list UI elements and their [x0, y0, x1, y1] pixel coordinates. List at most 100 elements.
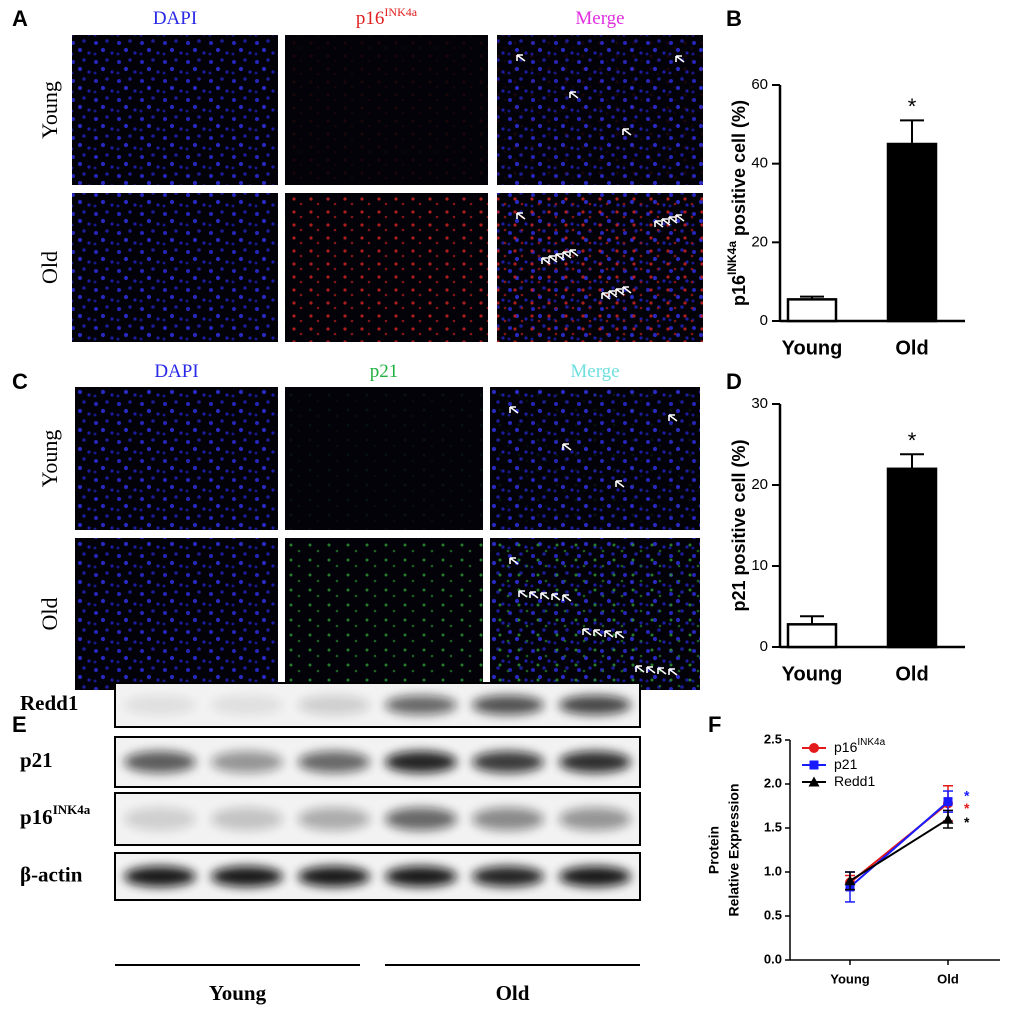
marker-stain — [285, 193, 488, 342]
legend-name: p21 — [834, 756, 858, 772]
significance: * — [964, 814, 970, 830]
y-axis-label-part: positive cell (%) — [729, 100, 749, 241]
y-tick-label: 0 — [760, 638, 768, 655]
column-header: p21 — [370, 361, 399, 382]
text-base: Redd1 — [20, 691, 78, 715]
arrow — [540, 592, 550, 600]
row-label: Old — [37, 598, 62, 631]
panel-letter: C — [12, 369, 28, 394]
blot-label: Redd1 — [20, 691, 78, 715]
y-tick-label: 0 — [760, 312, 768, 329]
x-tick-label: Young — [782, 663, 843, 685]
blot-strip — [114, 852, 641, 901]
text-base: p16 — [20, 805, 53, 829]
blot-band — [385, 751, 457, 773]
significance: * — [908, 428, 917, 453]
blot-band — [298, 807, 370, 831]
column-header: Merge — [570, 361, 619, 382]
y-tick-label: 10 — [751, 557, 768, 574]
data-point — [943, 797, 953, 807]
arrow — [569, 91, 579, 99]
blot-strip — [114, 792, 641, 846]
blot-band — [124, 695, 196, 715]
row-label: Young — [37, 430, 62, 488]
arrow — [509, 557, 519, 565]
y-tick-label: 20 — [751, 233, 768, 250]
arrow — [541, 257, 551, 265]
y-tick-label: 2.5 — [764, 731, 782, 746]
blot-band — [559, 695, 631, 715]
arrow — [518, 590, 528, 598]
arrow — [654, 220, 664, 228]
text-base: p21 — [20, 748, 53, 772]
marker-stain — [285, 387, 483, 530]
y-tick-label: 1.0 — [764, 863, 782, 878]
marker-stain — [285, 538, 483, 690]
arrow — [604, 630, 614, 638]
legend-label: p16INK4a — [834, 737, 886, 755]
arrow — [509, 406, 519, 414]
text-base: Merge — [570, 361, 619, 382]
panel-letter: F — [708, 712, 721, 737]
y-axis-label: p16INK4a positive cell (%) — [725, 100, 749, 306]
row-label: Young — [37, 81, 62, 139]
marker-stain — [490, 387, 700, 530]
arrow — [657, 667, 667, 675]
text-base: DAPI — [154, 361, 198, 382]
y-tick-label: 0.0 — [764, 951, 782, 966]
arrow — [668, 216, 678, 224]
marker-stain — [497, 193, 703, 342]
y-axis-label-part: p16 — [729, 275, 749, 306]
data-point — [942, 813, 954, 824]
blot-label: p16INK4a — [20, 802, 91, 828]
row-label: Old — [37, 251, 62, 284]
marker-stain — [497, 35, 703, 185]
arrow — [668, 668, 678, 676]
blot-band — [211, 751, 283, 773]
blot-band — [211, 807, 283, 831]
x-tick-label: Young — [830, 971, 870, 986]
group-label: Young — [209, 981, 267, 1005]
blot-band — [298, 866, 370, 887]
blot-band — [559, 807, 631, 831]
blot-band — [298, 695, 370, 715]
arrow — [516, 212, 526, 220]
arrow — [635, 665, 645, 673]
y-tick-label: 1.5 — [764, 819, 782, 834]
bar — [786, 623, 838, 649]
y-axis-label: Protein — [706, 826, 722, 874]
legend-marker — [809, 760, 819, 770]
significance: * — [964, 800, 970, 816]
y-tick-label: 40 — [751, 155, 768, 172]
blot-label: β-actin — [20, 862, 83, 886]
blot-strip — [114, 736, 641, 788]
series-line — [849, 800, 949, 888]
y-axis-label: p21 positive cell (%) — [729, 439, 749, 611]
blot-band — [211, 695, 283, 715]
blot-band — [559, 751, 631, 773]
legend-marker — [808, 776, 820, 787]
x-tick-label: Young — [782, 337, 843, 359]
bar — [886, 142, 938, 323]
blot-band — [298, 751, 370, 773]
column-header: DAPI — [154, 361, 198, 382]
significance: * — [964, 787, 970, 803]
panel-letter: D — [726, 369, 742, 394]
legend-name: Redd1 — [834, 773, 875, 789]
text-sup: INK4a — [53, 802, 91, 817]
arrow — [601, 292, 611, 300]
arrow — [675, 55, 685, 63]
text-base: DAPI — [153, 8, 197, 29]
blot-band — [385, 866, 457, 887]
text-sup: INK4a — [384, 5, 417, 19]
legend-label: p21 — [834, 756, 858, 772]
arrow — [562, 251, 572, 259]
arrow — [646, 666, 656, 674]
legend-sup: INK4a — [857, 737, 885, 748]
column-header: p16INK4a — [356, 5, 418, 30]
column-header: Merge — [575, 8, 624, 29]
arrow — [562, 443, 572, 451]
nuclei-stain — [72, 35, 278, 185]
y-axis-label-part: p21 positive cell (%) — [729, 439, 749, 611]
